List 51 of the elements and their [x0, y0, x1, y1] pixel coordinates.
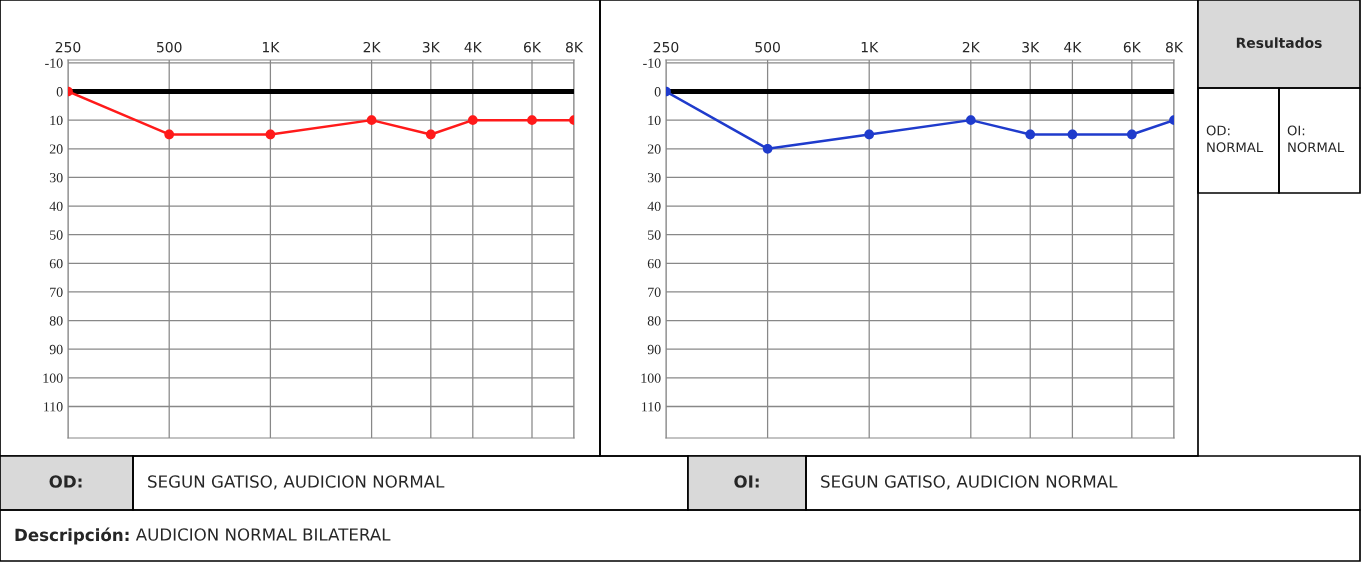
- x-tick-label: 250: [653, 41, 679, 53]
- y-tick-label: 110: [642, 402, 661, 412]
- x-tick-label: 3K: [422, 41, 441, 53]
- x-tick-label: 250: [55, 41, 81, 53]
- x-tick-label: 1K: [861, 42, 879, 53]
- text: OI:: [734, 475, 759, 488]
- x-tick-label: 2K: [962, 41, 981, 53]
- y-tick-label: 30: [49, 172, 63, 183]
- y-tick-label: 80: [647, 316, 661, 326]
- y-tick-label: 60: [49, 258, 63, 269]
- x-tick-label: 8K: [1165, 41, 1184, 53]
- y-tick-label: 50: [50, 230, 63, 240]
- y-tick-label: 0: [654, 87, 661, 97]
- x-tick-label: 8K: [565, 41, 584, 53]
- text: OI: NORMAL: [1287, 125, 1345, 153]
- x-tick-label: 1K: [262, 42, 280, 53]
- y-tick-label: 70: [648, 287, 661, 297]
- y-tick-label: 70: [50, 287, 63, 297]
- y-tick-label: 90: [49, 344, 63, 355]
- y-tick-label: 100: [641, 373, 661, 383]
- x-tick-label: 2K: [363, 41, 381, 53]
- text: OD:: [49, 475, 82, 488]
- y-tick-label: 40: [49, 201, 63, 211]
- text: OD: NORMAL: [1206, 125, 1264, 153]
- y-tick-label: 10: [50, 115, 63, 126]
- text: Descripción:: [15, 527, 129, 545]
- y-tick-label: 10: [648, 115, 661, 126]
- x-tick-label: 4K: [464, 42, 483, 53]
- x-tick-label: 4K: [1064, 42, 1082, 53]
- y-tick-label: 20: [647, 144, 661, 154]
- y-tick-label: 60: [647, 258, 661, 269]
- x-tick-label: 500: [157, 41, 182, 53]
- text: SEGUN GATISO, AUDICION NORMAL: [148, 475, 445, 490]
- x-tick-label: 6K: [1123, 41, 1142, 53]
- x-tick-label: 500: [755, 41, 780, 53]
- y-tick-label: 110: [44, 402, 63, 412]
- y-tick-label: 40: [647, 201, 661, 211]
- y-tick-label: 30: [647, 172, 661, 183]
- y-tick-label: 50: [648, 230, 661, 240]
- text: Resultados: [1236, 37, 1322, 49]
- y-tick-label: 0: [56, 87, 63, 97]
- x-tick-label: 3K: [1022, 41, 1040, 53]
- text: SEGUN GATISO, AUDICION NORMAL: [821, 475, 1118, 490]
- y-tick-label: 80: [49, 316, 63, 326]
- y-tick-label: -10: [643, 58, 661, 68]
- y-tick-label: 90: [647, 344, 661, 355]
- text: AUDICION NORMAL BILATERAL: [135, 528, 391, 541]
- y-tick-label: -10: [45, 58, 63, 68]
- y-tick-label: 100: [43, 373, 63, 383]
- x-tick-label: 6K: [524, 41, 542, 53]
- y-tick-label: 20: [49, 144, 63, 154]
